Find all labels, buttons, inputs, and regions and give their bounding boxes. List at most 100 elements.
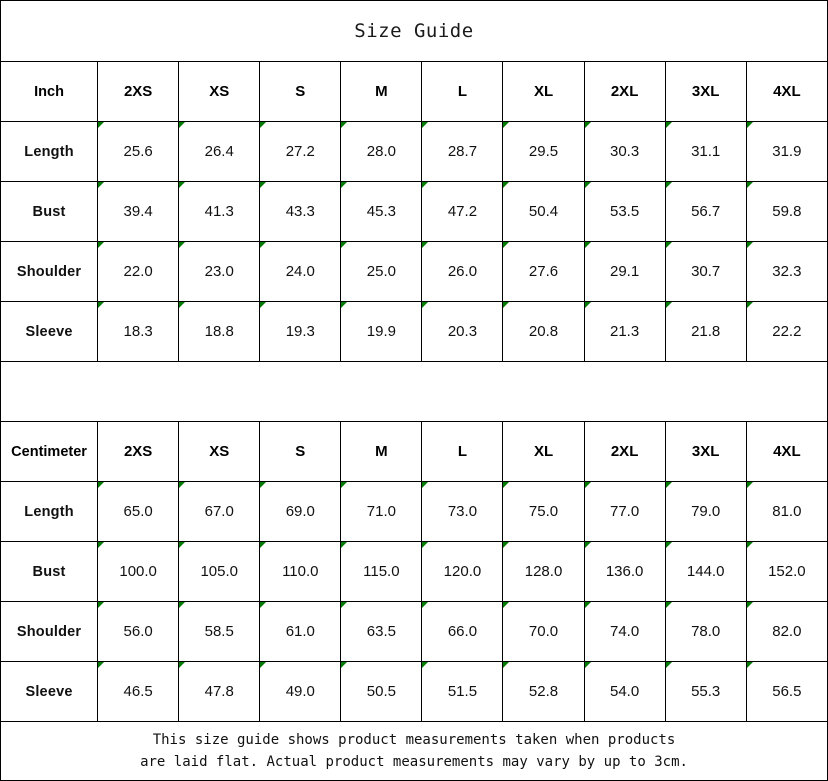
size-header-l: L xyxy=(421,421,504,482)
measure-cell: 115.0 xyxy=(340,541,423,602)
size-header-m: M xyxy=(340,61,423,122)
title-row: Size Guide xyxy=(0,0,828,62)
measure-cell: 21.3 xyxy=(583,301,666,362)
size-header-xl: XL xyxy=(502,421,585,482)
measure-cell: 41.3 xyxy=(178,181,261,242)
measure-cell: 21.8 xyxy=(664,301,747,362)
measure-cell: 56.5 xyxy=(745,661,828,722)
measure-cell: 18.8 xyxy=(178,301,261,362)
measure-cell: 136.0 xyxy=(583,541,666,602)
measure-label-bust: Bust xyxy=(0,181,99,242)
measure-cell: 105.0 xyxy=(178,541,261,602)
size-header-3xl: 3XL xyxy=(664,421,747,482)
measure-cell: 82.0 xyxy=(745,601,828,662)
measure-cell: 19.3 xyxy=(259,301,342,362)
table-row: Length 65.0 67.0 69.0 71.0 73.0 75.0 77.0 79.0 81… xyxy=(0,481,828,542)
measure-cell: 26.4 xyxy=(178,121,261,182)
measure-cell: 29.1 xyxy=(583,241,666,302)
measure-cell: 51.5 xyxy=(421,661,504,722)
measure-cell: 53.5 xyxy=(583,181,666,242)
measure-cell: 50.5 xyxy=(340,661,423,722)
measure-cell: 24.0 xyxy=(259,241,342,302)
measure-cell: 26.0 xyxy=(421,241,504,302)
table-row: Bust 39.4 41.3 43.3 45.3 47.2 50.4 53.5 56.7 59.8 xyxy=(0,181,828,242)
table-row: Length 25.6 26.4 27.2 28.0 28.7 29.5 30.3 31.1 31… xyxy=(0,121,828,182)
measure-cell: 100.0 xyxy=(97,541,180,602)
measure-cell: 25.6 xyxy=(97,121,180,182)
measure-cell: 18.3 xyxy=(97,301,180,362)
size-header-4xl: 4XL xyxy=(745,421,828,482)
unit-header: Inch xyxy=(0,61,99,122)
measure-cell: 54.0 xyxy=(583,661,666,722)
measure-label-shoulder: Shoulder xyxy=(0,241,99,302)
size-header-2xs: 2XS xyxy=(97,421,180,482)
size-header-2xl: 2XL xyxy=(583,61,666,122)
measure-label-sleeve: Sleeve xyxy=(0,301,99,362)
table-row: Shoulder 56.0 58.5 61.0 63.5 66.0 70.0 74.0 78.0… xyxy=(0,601,828,662)
measure-label-sleeve: Sleeve xyxy=(0,661,99,722)
measure-cell: 75.0 xyxy=(502,481,585,542)
size-header-xl: XL xyxy=(502,61,585,122)
measure-cell: 73.0 xyxy=(421,481,504,542)
measure-cell: 22.2 xyxy=(745,301,828,362)
measure-cell: 78.0 xyxy=(664,601,747,662)
table-spacer-row xyxy=(0,361,828,422)
measure-cell: 152.0 xyxy=(745,541,828,602)
size-header-4xl: 4XL xyxy=(745,61,828,122)
measure-cell: 20.3 xyxy=(421,301,504,362)
measure-label-shoulder: Shoulder xyxy=(0,601,99,662)
measure-cell: 29.5 xyxy=(502,121,585,182)
measure-cell: 27.6 xyxy=(502,241,585,302)
measure-cell: 47.8 xyxy=(178,661,261,722)
measure-cell: 50.4 xyxy=(502,181,585,242)
measure-cell: 59.8 xyxy=(745,181,828,242)
measure-cell: 43.3 xyxy=(259,181,342,242)
size-header-s: S xyxy=(259,61,342,122)
measure-cell: 46.5 xyxy=(97,661,180,722)
measure-cell: 69.0 xyxy=(259,481,342,542)
measure-cell: 28.7 xyxy=(421,121,504,182)
measure-cell: 144.0 xyxy=(664,541,747,602)
measure-cell: 74.0 xyxy=(583,601,666,662)
measure-cell: 31.9 xyxy=(745,121,828,182)
measure-cell: 55.3 xyxy=(664,661,747,722)
measure-cell: 56.7 xyxy=(664,181,747,242)
page-title: Size Guide xyxy=(0,0,828,62)
note-line-2: are laid flat. Actual product measuremen… xyxy=(140,754,688,770)
measure-cell: 120.0 xyxy=(421,541,504,602)
size-header-3xl: 3XL xyxy=(664,61,747,122)
header-row-centimeter: Centimeter 2XS XS S M L XL 2XL 3XL 4XL xyxy=(0,421,828,482)
unit-header: Centimeter xyxy=(0,421,99,482)
measure-label-length: Length xyxy=(0,121,99,182)
measure-cell: 56.0 xyxy=(97,601,180,662)
measure-cell: 19.9 xyxy=(340,301,423,362)
measure-cell: 52.8 xyxy=(502,661,585,722)
measure-label-length: Length xyxy=(0,481,99,542)
measure-cell: 110.0 xyxy=(259,541,342,602)
size-header-s: S xyxy=(259,421,342,482)
header-row-inch: Inch 2XS XS S M L XL 2XL 3XL 4XL xyxy=(0,61,828,122)
size-header-2xl: 2XL xyxy=(583,421,666,482)
table-row: Shoulder 22.0 23.0 24.0 25.0 26.0 27.6 29.1 30.7… xyxy=(0,241,828,302)
measure-cell: 30.7 xyxy=(664,241,747,302)
measure-cell: 81.0 xyxy=(745,481,828,542)
size-guide-note: This size guide shows product measuremen… xyxy=(0,721,828,781)
measure-cell: 65.0 xyxy=(97,481,180,542)
size-header-xs: XS xyxy=(178,421,261,482)
measure-cell: 31.1 xyxy=(664,121,747,182)
measure-cell: 27.2 xyxy=(259,121,342,182)
measure-cell: 71.0 xyxy=(340,481,423,542)
measure-cell: 79.0 xyxy=(664,481,747,542)
measure-cell: 49.0 xyxy=(259,661,342,722)
table-row: Sleeve 18.3 18.8 19.3 19.9 20.3 20.8 21.3 21.8 22… xyxy=(0,301,828,362)
measure-cell: 23.0 xyxy=(178,241,261,302)
measure-label-bust: Bust xyxy=(0,541,99,602)
measure-cell: 28.0 xyxy=(340,121,423,182)
size-header-2xs: 2XS xyxy=(97,61,180,122)
measure-cell: 25.0 xyxy=(340,241,423,302)
measure-cell: 30.3 xyxy=(583,121,666,182)
measure-cell: 70.0 xyxy=(502,601,585,662)
note-row: This size guide shows product measuremen… xyxy=(0,721,828,781)
